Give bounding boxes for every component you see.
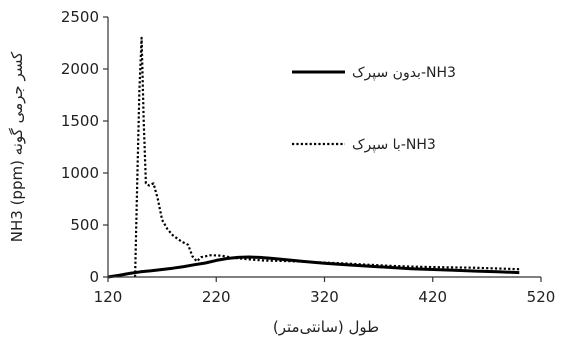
- x-tick-label: 320: [310, 288, 339, 306]
- axes: 0 500 1000 1500 2000 2500 120 220 320 420 520: [61, 8, 556, 306]
- legend-label-without-spark: بدون سپرک-NH3: [352, 65, 456, 81]
- series-line-with-spark: [134, 36, 520, 278]
- x-tick-label: 420: [418, 288, 447, 306]
- y-tick-label: 2500: [61, 8, 99, 26]
- legend: بدون سپرک-NH3 با سپرک-NH3: [292, 65, 456, 153]
- x-tick-label: 520: [527, 288, 556, 306]
- y-tick-label: 2000: [61, 60, 99, 78]
- y-tick-label: 500: [70, 216, 99, 234]
- legend-label-with-spark: با سپرک-NH3: [352, 137, 436, 153]
- x-tick-label: 120: [94, 288, 123, 306]
- x-axis-title: طول (سانتی‌متر): [273, 318, 379, 336]
- x-tick-label: 220: [202, 288, 231, 306]
- y-tick-label: 1000: [61, 164, 99, 182]
- y-tick-label: 1500: [61, 112, 99, 130]
- y-axis-title: NH3 (ppm) کسر جرمی گونه: [8, 51, 26, 242]
- y-tick-label: 0: [89, 268, 99, 286]
- series-line-without-spark: [107, 255, 520, 279]
- plot-area: [107, 36, 520, 279]
